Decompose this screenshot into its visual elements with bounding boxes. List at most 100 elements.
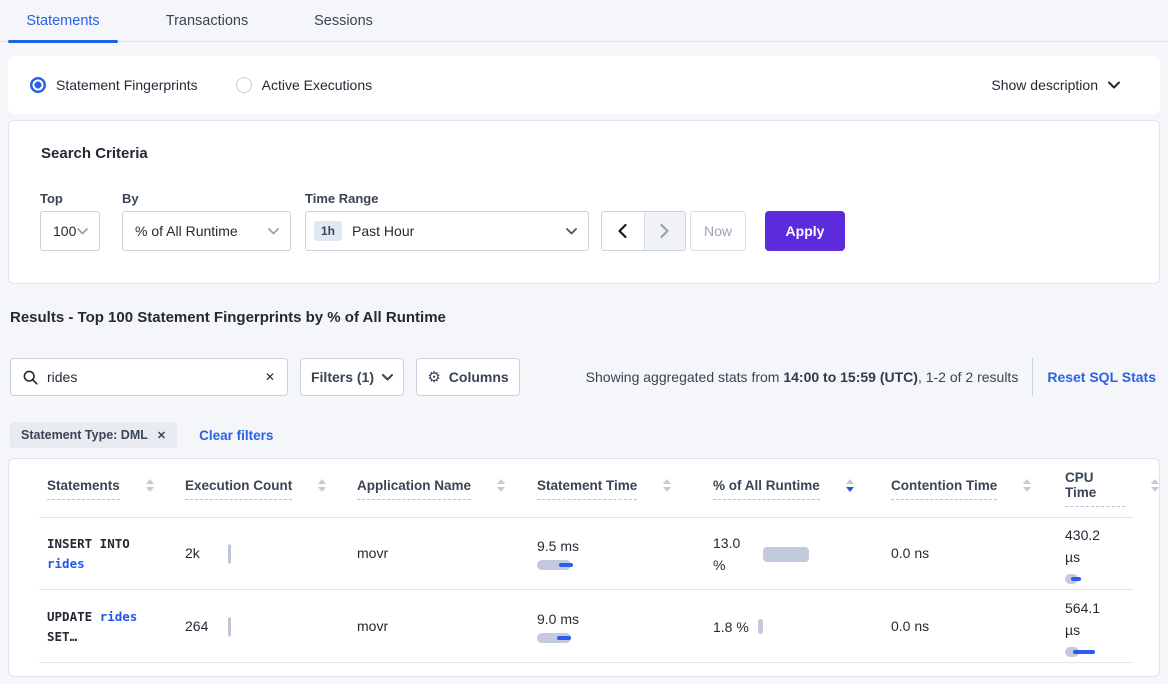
execution-count-bar — [228, 544, 231, 564]
header-application-name[interactable]: Application Name — [349, 478, 529, 500]
view-toggle-bar: Statement Fingerprints Active Executions… — [8, 56, 1160, 114]
radio-active-executions[interactable]: Active Executions — [235, 77, 373, 93]
gear-icon: ⚙ — [427, 368, 441, 386]
top-tab-bar: Statements Transactions Sessions — [0, 0, 1168, 43]
top-select[interactable]: 100 — [40, 211, 100, 251]
time-range-select[interactable]: 1h Past Hour — [305, 211, 589, 251]
by-select[interactable]: % of All Runtime — [122, 211, 291, 251]
show-description-toggle[interactable]: Show description — [991, 77, 1120, 93]
table-row: UPDATE rides SET… 264 movr 9.0 ms 1.8 % … — [9, 590, 1159, 663]
row-divider — [39, 662, 1133, 663]
statement-fingerprint-link[interactable]: rides — [47, 556, 85, 571]
statements-table: Statements Execution Count Application N… — [8, 458, 1160, 677]
contention-time-cell: 0.0 ns — [891, 545, 930, 561]
by-label: By — [122, 191, 139, 206]
pct-runtime-bar — [763, 546, 809, 562]
sort-icon[interactable] — [318, 479, 327, 492]
radio-unselected-icon[interactable] — [235, 77, 252, 93]
tab-sessions[interactable]: Sessions — [314, 13, 373, 29]
chevron-down-icon — [1108, 81, 1120, 89]
filter-chip-statement-type[interactable]: Statement Type: DML ✕ — [10, 422, 178, 448]
remove-filter-icon[interactable]: ✕ — [156, 429, 167, 442]
application-name-cell: movr — [357, 545, 389, 561]
reset-sql-stats-link[interactable]: Reset SQL Stats — [1047, 369, 1156, 385]
row-divider — [39, 589, 1133, 590]
mean-marker — [557, 635, 571, 640]
cpu-time-cell: 564.1 µs — [1057, 597, 1159, 657]
radio-statement-fingerprints[interactable]: Statement Fingerprints — [30, 77, 198, 93]
apply-button[interactable]: Apply — [765, 211, 845, 251]
execution-count-bar — [228, 617, 231, 636]
sort-icon[interactable] — [497, 479, 506, 492]
cpu-time-bar — [1065, 574, 1081, 584]
table-row: INSERT INTO rides 2k movr 9.5 ms 13.0 % … — [9, 518, 1159, 590]
applied-filters-row: Statement Type: DML ✕ Clear filters — [10, 422, 273, 448]
header-statement-time[interactable]: Statement Time — [529, 478, 705, 500]
header-divider — [39, 517, 1133, 518]
sort-icon[interactable] — [1023, 479, 1032, 492]
chevron-down-icon — [566, 227, 577, 234]
application-name-cell: movr — [357, 617, 389, 634]
chevron-left-icon — [618, 224, 627, 238]
time-window-arrows — [601, 211, 686, 251]
statement-fingerprint-link[interactable]: rides — [99, 608, 138, 624]
clear-filters-link[interactable]: Clear filters — [199, 427, 274, 443]
search-criteria-title: Search Criteria — [41, 145, 148, 162]
statement-time-bar — [537, 560, 573, 570]
now-button[interactable]: Now — [690, 211, 746, 251]
cpu-time-bar — [1065, 646, 1095, 657]
pct-runtime-bar — [757, 619, 763, 634]
statement-cell: INSERT INTO rides — [47, 536, 130, 571]
results-heading: Results - Top 100 Statement Fingerprints… — [10, 309, 446, 326]
search-icon — [23, 370, 38, 385]
radio-selected-icon[interactable] — [30, 77, 46, 93]
chevron-down-icon — [268, 227, 279, 234]
columns-button[interactable]: ⚙ Columns — [416, 358, 520, 396]
chevron-down-icon — [77, 227, 88, 234]
columns-button-label: Columns — [448, 369, 509, 385]
execution-count-cell: 2k — [177, 544, 349, 564]
statement-time-cell: 9.5 ms — [529, 538, 705, 570]
radio-label: Active Executions — [261, 77, 373, 93]
statement-cell: UPDATE rides SET… — [47, 608, 138, 644]
header-cpu-time[interactable]: CPU Time — [1057, 470, 1159, 507]
tab-transactions[interactable]: Transactions — [165, 13, 249, 29]
time-range-value: Past Hour — [352, 223, 415, 239]
time-range-badge: 1h — [314, 221, 343, 241]
top-select-value: 100 — [53, 223, 77, 239]
sort-icon[interactable] — [145, 479, 154, 492]
previous-time-window-button[interactable] — [602, 212, 644, 250]
mean-marker — [1073, 649, 1095, 654]
results-search-box: ✕ — [10, 358, 288, 396]
search-input[interactable] — [47, 369, 265, 385]
header-execution-count[interactable]: Execution Count — [177, 478, 349, 500]
sort-icon[interactable] — [1151, 479, 1159, 492]
header-contention-time[interactable]: Contention Time — [883, 478, 1057, 500]
mean-marker — [559, 563, 573, 567]
header-pct-of-all-runtime[interactable]: % of All Runtime — [705, 478, 883, 500]
clear-search-icon[interactable]: ✕ — [264, 370, 275, 384]
cpu-time-cell: 430.2 µs — [1057, 524, 1159, 584]
filters-button[interactable]: Filters (1) — [300, 358, 404, 396]
header-statements[interactable]: Statements — [39, 478, 177, 500]
statement-time-bar — [537, 632, 571, 643]
vertical-divider — [1032, 358, 1034, 396]
radio-label: Statement Fingerprints — [56, 77, 198, 93]
statement-time-cell: 9.0 ms — [529, 611, 705, 643]
next-time-window-button[interactable] — [643, 212, 685, 250]
sort-icon-active-desc[interactable] — [845, 479, 854, 492]
tab-statements[interactable]: Statements — [8, 0, 118, 43]
mean-marker — [1071, 577, 1081, 581]
filter-chip-label: Statement Type: DML — [21, 428, 148, 442]
execution-count-cell: 264 — [177, 617, 349, 636]
search-criteria-card: Search Criteria Top By Time Range 100 % … — [8, 120, 1160, 284]
show-description-label: Show description — [991, 77, 1098, 93]
chevron-right-icon — [660, 224, 669, 238]
chevron-down-icon — [382, 373, 393, 380]
by-select-value: % of All Runtime — [135, 223, 238, 239]
results-summary-bar: Showing aggregated stats from 14:00 to 1… — [586, 358, 1160, 396]
contention-time-cell: 0.0 ns — [891, 617, 930, 634]
sort-icon[interactable] — [663, 479, 672, 492]
pct-runtime-cell: 13.0 % — [705, 532, 883, 576]
